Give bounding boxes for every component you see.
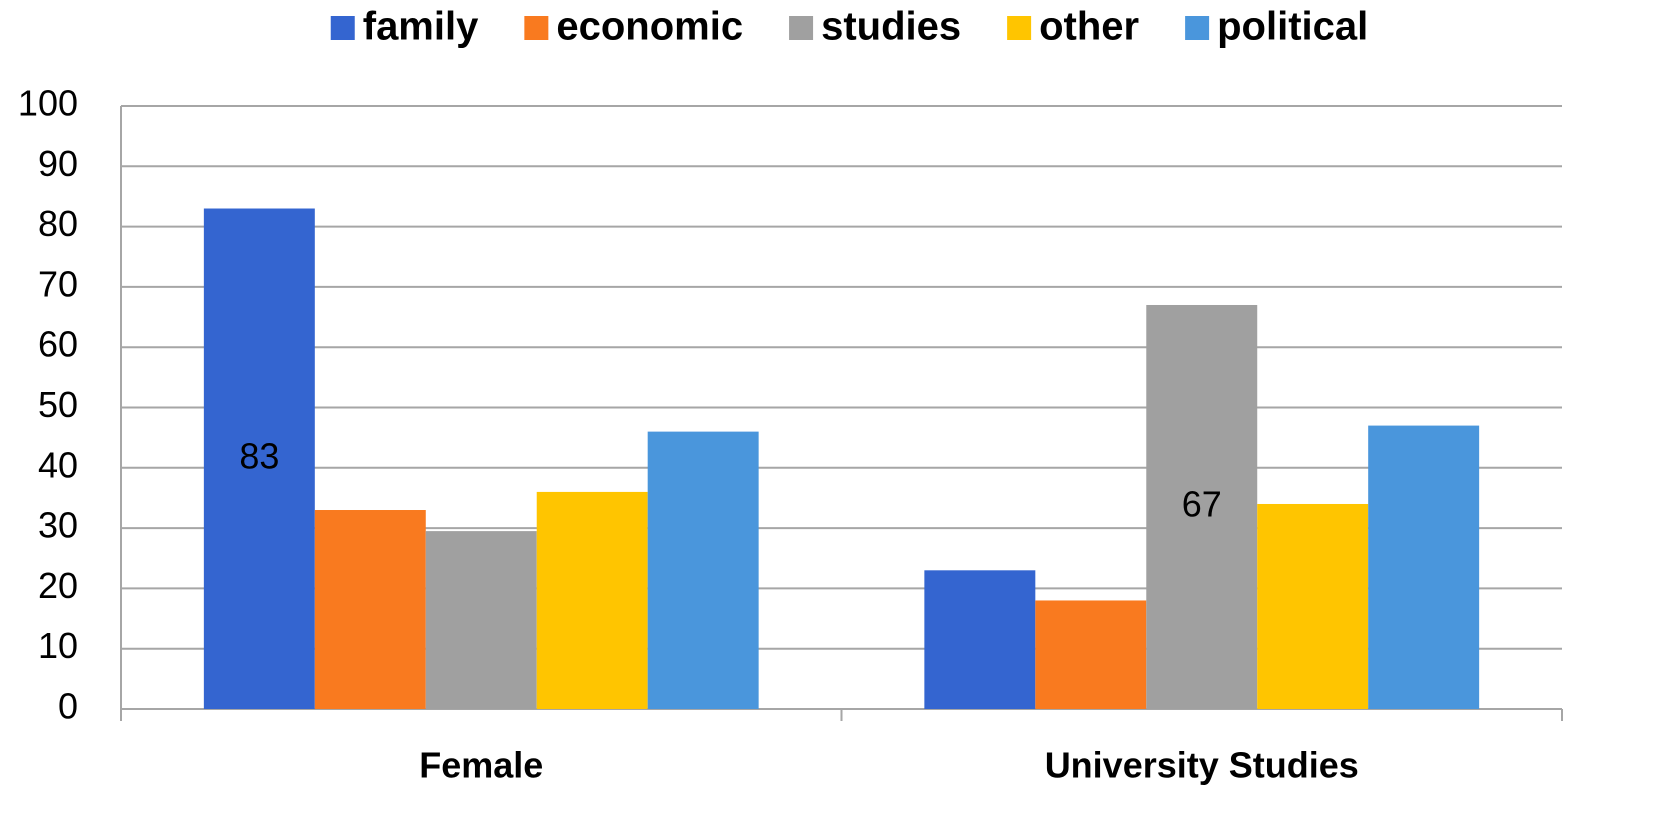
- bar: [1035, 600, 1147, 709]
- data-label: 67: [1182, 484, 1222, 525]
- y-tick-label: 0: [58, 686, 78, 727]
- bar: [1146, 304, 1258, 709]
- bar: [536, 491, 648, 709]
- bar: [1257, 503, 1369, 709]
- x-tick-label: University Studies: [1045, 745, 1359, 786]
- data-label: 83: [239, 435, 279, 476]
- legend-swatch: [1007, 16, 1032, 40]
- y-tick-label: 50: [38, 384, 78, 425]
- y-tick-label: 80: [38, 203, 78, 244]
- y-tick-label: 40: [38, 444, 78, 485]
- bar: [647, 431, 759, 709]
- y-tick-label: 90: [38, 143, 78, 184]
- x-tick-label: Female: [419, 745, 543, 786]
- bar: [314, 510, 426, 709]
- legend-swatch: [524, 16, 549, 40]
- legend: family economic studies other political: [330, 5, 1368, 49]
- legend-label: studies: [821, 5, 961, 49]
- legend-swatch: [789, 16, 814, 40]
- bar: [924, 570, 1036, 709]
- y-tick-label: 10: [38, 625, 78, 666]
- y-tick-label: 20: [38, 565, 78, 606]
- legend-label: economic: [556, 5, 743, 49]
- y-tick-label: 60: [38, 324, 78, 365]
- legend-swatch: [330, 16, 355, 40]
- bar: [425, 531, 537, 709]
- legend-swatch: [1185, 16, 1210, 40]
- legend-label: family: [363, 5, 479, 49]
- legend-label: other: [1039, 5, 1139, 49]
- bar: [203, 208, 315, 709]
- y-tick-label: 100: [18, 83, 78, 124]
- bar: [1368, 425, 1480, 709]
- y-tick-label: 70: [38, 263, 78, 304]
- y-tick-label: 30: [38, 505, 78, 546]
- legend-label: political: [1217, 5, 1368, 49]
